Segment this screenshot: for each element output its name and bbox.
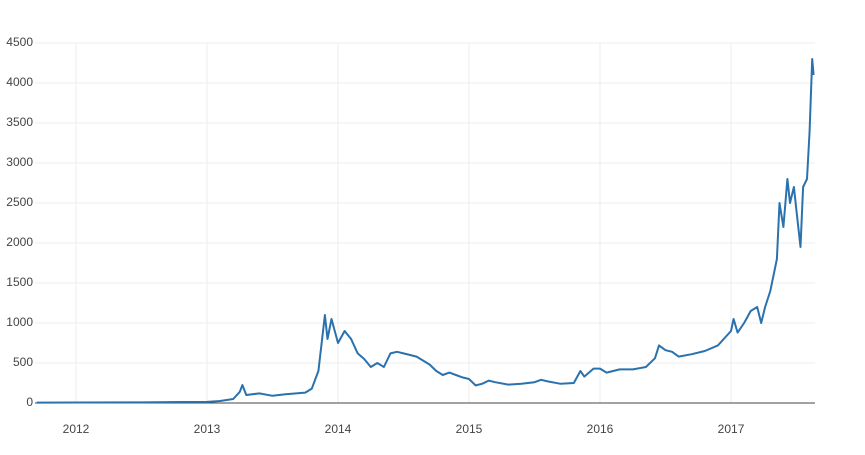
x-tick-label: 2015 [456, 422, 483, 436]
y-tick-label: 0 [26, 395, 33, 409]
y-tick-label: 1000 [6, 315, 33, 329]
y-tick-label: 2000 [6, 235, 33, 249]
y-tick-label: 1500 [6, 275, 33, 289]
x-tick-label: 2017 [718, 422, 745, 436]
x-tick-label: 2014 [325, 422, 352, 436]
price-line [36, 58, 815, 404]
x-tick-label: 2012 [63, 422, 90, 436]
x-tick-label: 2013 [194, 422, 221, 436]
y-tick-label: 3500 [6, 115, 33, 129]
y-tick-label: 4000 [6, 75, 33, 89]
y-tick-label: 4500 [6, 35, 33, 49]
y-tick-label: 3000 [6, 155, 33, 169]
x-tick-label: 2016 [587, 422, 614, 436]
y-tick-label: 2500 [6, 195, 33, 209]
y-tick-label: 500 [13, 355, 33, 369]
